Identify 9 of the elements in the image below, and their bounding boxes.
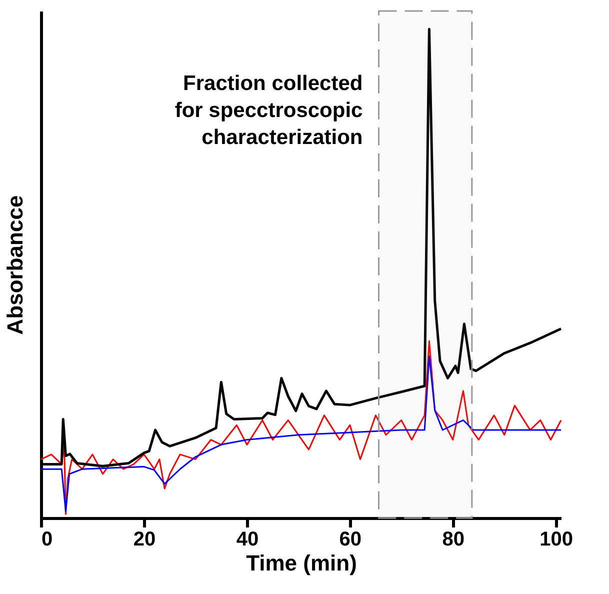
x-tick-label: 100 [540, 528, 574, 550]
band-label: Fraction collected for specctroscopic characterization [174, 72, 364, 149]
y-axis-title: Absorbancce [2, 195, 28, 335]
x-axis-title: Time (min) [246, 550, 357, 576]
x-tick-label: 40 [236, 528, 259, 550]
x-tick-label: 20 [133, 528, 156, 550]
x-tick-label: 60 [339, 528, 362, 550]
x-tick-label: 80 [442, 528, 465, 550]
x-tick-label: 0 [42, 528, 53, 550]
